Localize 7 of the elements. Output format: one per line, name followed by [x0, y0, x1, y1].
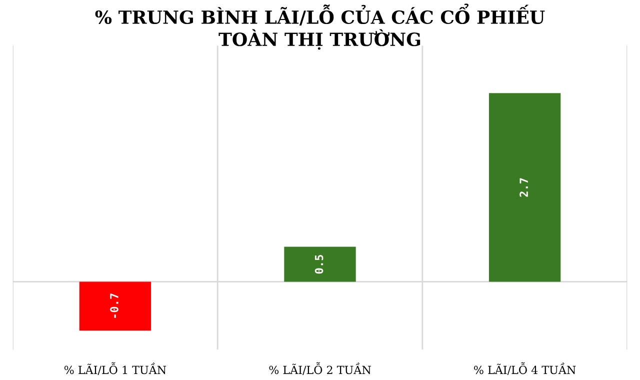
- data-label: 0.5: [314, 254, 324, 274]
- x-tick-label: % LÃI/LỖ 2 TUẦN: [269, 362, 371, 376]
- x-tick-label: % LÃI/LỖ 4 TUẦN: [474, 362, 576, 376]
- x-tick-label: % LÃI/LỖ 1 TUẦN: [64, 362, 166, 376]
- chart-title: % TRUNG BÌNH LÃI/LỖ CỦA CÁC CỔ PHIẾU TOÀN THỊ TRƯỜNG: [95, 4, 545, 50]
- data-label: -0.7: [110, 294, 118, 318]
- data-label: 2.7: [520, 178, 528, 197]
